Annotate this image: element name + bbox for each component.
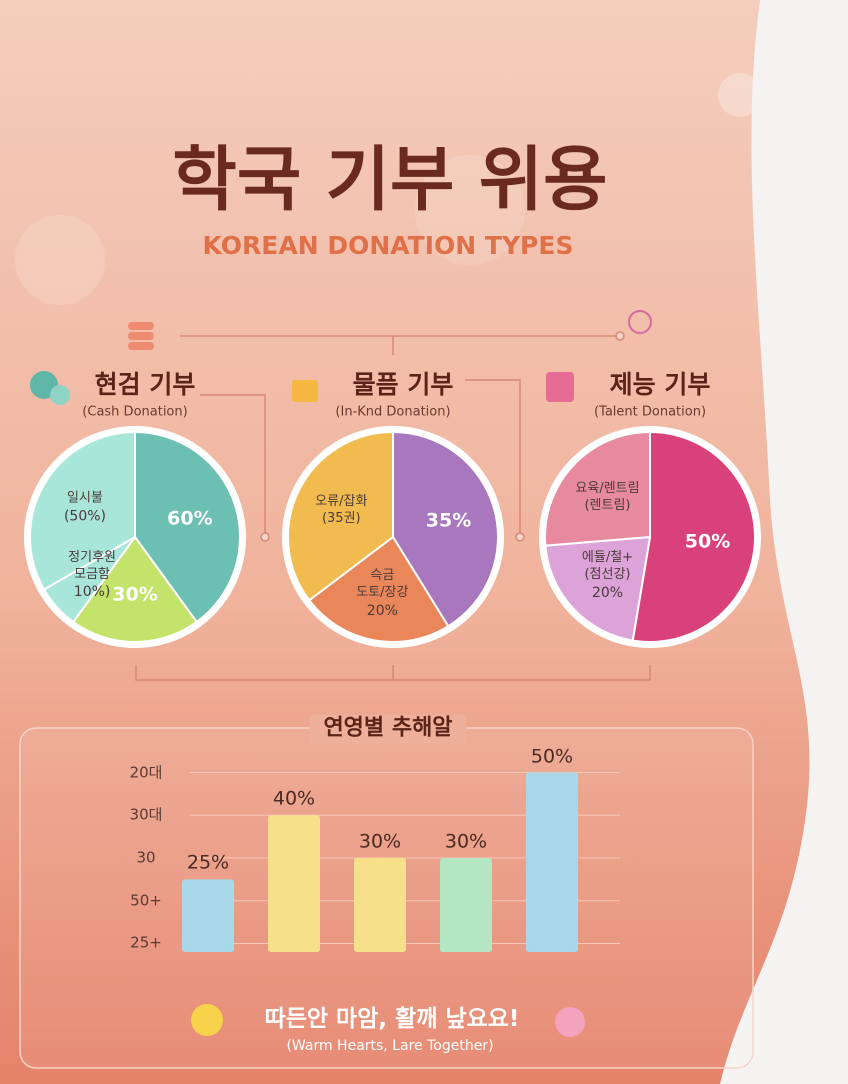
bar — [440, 858, 492, 952]
subtitle: KOREAN DONATION TYPES — [202, 230, 574, 260]
bar-value-label: 25% — [186, 852, 230, 875]
slice-value: 30% — [112, 583, 158, 606]
y-tick-label: 30 — [136, 848, 156, 867]
pie-rim — [24, 426, 246, 648]
bar-value-label: 30% — [444, 830, 488, 853]
pie-slice — [29, 430, 136, 591]
bokeh — [15, 215, 105, 305]
slice-label: 정기후원 모금함 10%) — [68, 550, 116, 602]
title: 학국 기부 위용 — [172, 138, 608, 221]
slice-label: 슥금 도토/장강 20% — [356, 568, 408, 620]
connectors — [135, 331, 651, 681]
bar — [526, 772, 578, 952]
slice-label: 60% — [167, 507, 212, 532]
pie-slice — [307, 535, 450, 643]
slice-label: 오류/잡화 (35권) — [315, 494, 367, 528]
footer-title: 따든안 마암, 활깨 낲요요! — [264, 1006, 520, 1033]
bar-value-label: 30% — [358, 830, 402, 853]
pie-title: 물픔 기부 — [352, 369, 454, 399]
icons — [30, 310, 652, 405]
y-tick-label: 20대 — [129, 762, 163, 781]
slice-label: 일시불 (50%) — [64, 491, 106, 526]
pie-slice — [134, 430, 241, 624]
slice-value: 20% — [591, 584, 624, 601]
pie-subtitle: (Cash Donation) — [82, 404, 188, 420]
bar-value-label: 40% — [272, 787, 316, 810]
bar — [182, 879, 234, 952]
pie-slice — [631, 430, 756, 643]
slice-value: 50% — [684, 530, 731, 553]
pie-title: 현검 기부 — [94, 369, 196, 399]
slice-value: 20% — [366, 602, 398, 619]
bar — [268, 815, 320, 952]
slice-category: 일시불 — [67, 490, 103, 506]
slice-label: 30% — [112, 582, 157, 607]
slice-label: 35% — [426, 509, 471, 534]
bar-value-label: 50% — [530, 745, 574, 768]
pie-slice — [544, 430, 651, 547]
y-tick-label: 30대 — [129, 805, 163, 824]
bar-title: 연영별 추해알 — [309, 714, 467, 744]
pie-rim — [282, 426, 504, 648]
slice-value: 35% — [425, 509, 472, 532]
bokeh — [718, 73, 762, 117]
pie-slice — [287, 430, 394, 602]
slice-label: 50% — [685, 529, 730, 554]
slice-category: 에듈/철+ (점선강) — [581, 550, 634, 583]
flower-icon — [555, 1007, 585, 1037]
pie-subtitle: (In-Knd Donation) — [335, 404, 451, 420]
bokeh — [415, 155, 525, 265]
y-tick-label: 50+ — [130, 890, 162, 909]
slice-category: 슥금 도토/장강 — [356, 567, 409, 600]
slice-value: (50%) — [63, 508, 107, 525]
slice-value: 60% — [167, 507, 213, 530]
slice-category: 요육/렌트림 (렌트림) — [575, 480, 640, 513]
slice-value: 10%) — [73, 584, 111, 601]
sun-icon — [191, 1004, 223, 1036]
pie-slice — [544, 535, 652, 642]
page-edge — [720, 0, 848, 1084]
pie-title: 제능 기부 — [609, 369, 711, 399]
slice-label: 요육/렌트림 (렌트림) — [575, 481, 639, 515]
bar — [354, 858, 406, 952]
slice-category: 오류/잡화 (35권) — [315, 494, 368, 527]
y-tick-label: 25+ — [130, 933, 162, 952]
pie-rim — [539, 426, 761, 648]
footer-subtitle: (Warm Hearts, Lare Together) — [286, 1037, 494, 1054]
slice-category: 정기후원 모금함 — [68, 549, 116, 582]
pie-subtitle: (Talent Donation) — [593, 404, 707, 420]
slice-label: 에듈/철+ (점선강) 20% — [582, 550, 633, 602]
